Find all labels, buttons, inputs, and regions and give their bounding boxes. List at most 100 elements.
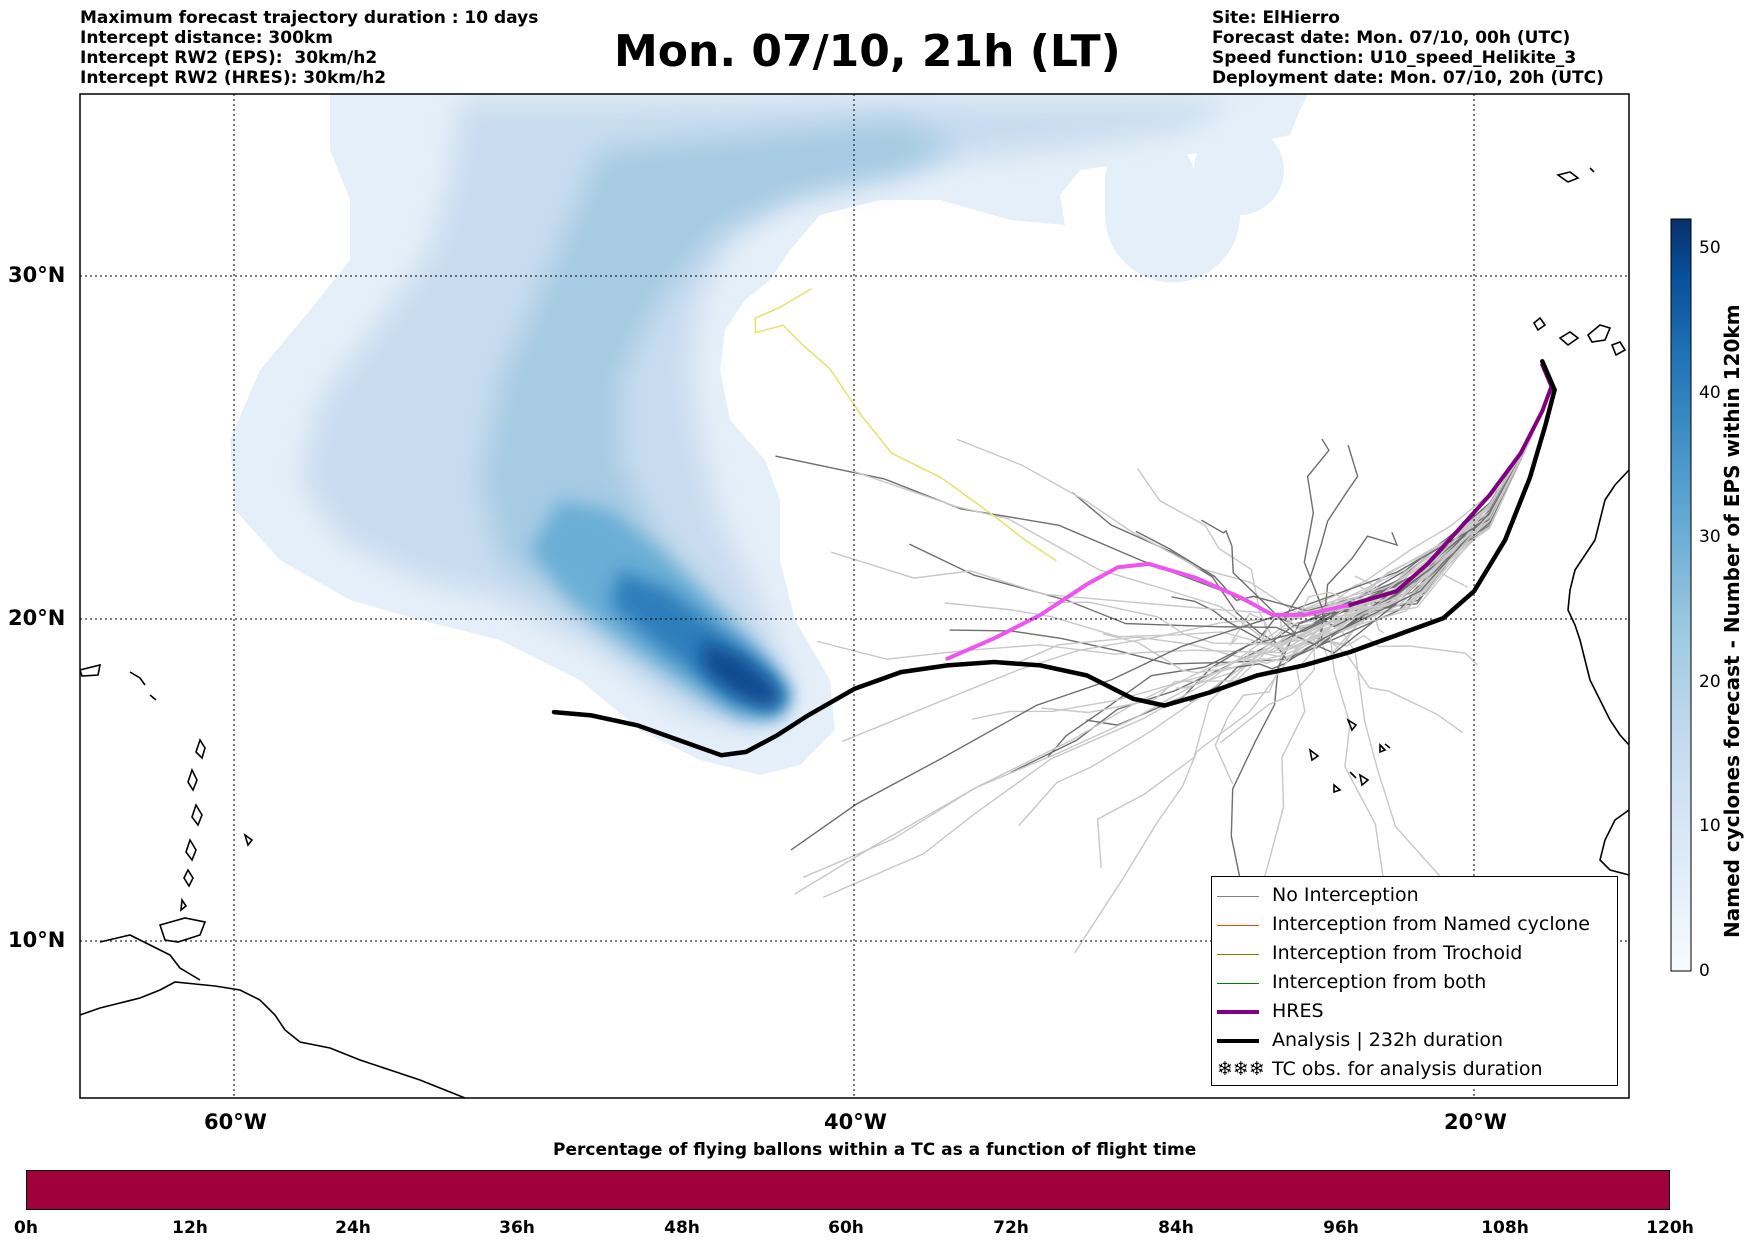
ensemble-trajectories [551,288,1557,961]
flight-time-bar [26,1170,1670,1210]
cyclone-density-field [230,94,1308,775]
timebar-tick: 48h [664,1218,700,1238]
legend-label: Interception from both [1272,971,1487,993]
colorbar-tick: 30 [1699,527,1721,547]
header-line: Intercept RW2 (EPS): 30km/h2 [80,48,378,68]
ensemble-track-no-interception [790,364,1553,851]
lat-label: 20°N [8,606,66,630]
timebar-tick: 24h [335,1218,371,1238]
hres-track-late [1348,362,1554,607]
island-small-1 [243,832,254,847]
legend-label: HRES [1272,1000,1324,1022]
density-level-6 [700,640,782,708]
legend-swatch [1217,983,1259,984]
cape-verde-3 [1358,743,1391,787]
legend-item-tc-obs: ❄❄❄ TC obs. for analysis duration [1212,1056,1617,1085]
trinidad-coast [158,917,207,943]
tc-symbol-icon: ❄❄❄ [1217,1058,1265,1080]
african-coast [1567,469,1629,746]
header-info-left: Maximum forecast trajectory duration : 1… [80,8,538,88]
colorbar-tick: 10 [1699,816,1721,836]
map-frame [79,93,1630,1099]
ensemble-track-no-interception [944,364,1553,651]
puerto-rico-east [80,663,102,677]
header-line: Deployment date: Mon. 07/10, 20h (UTC) [1212,68,1604,88]
header-line: Forecast date: Mon. 07/10, 00h (UTC) [1212,28,1571,48]
header-line: Intercept RW2 (HRES): 30km/h2 [80,68,387,88]
colorbar [1670,218,1692,972]
cape-verde-1 [1346,718,1358,732]
lesser-antilles-2 [187,767,198,792]
canary-islands [1532,316,1627,357]
lesser-antilles-6 [180,897,188,912]
timebar-tick: 108h [1481,1218,1529,1238]
timebar-tick: 36h [499,1218,535,1238]
analysis-track [551,359,1557,758]
ensemble-track-no-interception [1189,364,1553,703]
lesser-antilles-1 [195,738,206,760]
coastlines [80,167,1629,1098]
colorbar-tick: 50 [1699,238,1721,258]
legend-label: No Interception [1272,884,1419,906]
timebar-tick: 96h [1323,1218,1359,1238]
timebar-tick: 0h [14,1218,38,1238]
timebar-title: Percentage of flying ballons within a TC… [553,1140,1197,1160]
hres-track-early [945,561,1353,661]
timebar-tick: 12h [172,1218,208,1238]
legend-item-hres: HRES [1212,998,1617,1027]
lesser-antilles-4 [185,838,197,862]
legend-item-trochoid: Interception from Trochoid [1212,940,1617,969]
cape-verde-2 [1308,743,1387,762]
legend-swatch [1217,925,1259,926]
legend-item-no-interception: No Interception [1212,882,1617,911]
ensemble-track-no-interception [957,364,1553,614]
lesser-antilles-3 [191,803,203,827]
legend-label: Interception from Trochoid [1272,942,1523,964]
legend-swatch [1217,896,1259,897]
ensemble-track-no-interception [823,364,1553,898]
colorbar-tick: 40 [1699,383,1721,403]
legend-item-both: Interception from both [1212,969,1617,998]
african-coast-south [1599,809,1629,876]
ensemble-track-no-interception [816,364,1553,660]
cape-verde-4 [1333,771,1357,794]
header-line: Intercept distance: 300km [80,28,333,48]
legend-label: Analysis | 232h duration [1272,1029,1504,1051]
legend-swatch [1217,1039,1259,1043]
header-line: Speed function: U10_speed_Helikite_3 [1212,48,1577,68]
colorbar-tick: 0 [1699,961,1710,981]
colorbar-tick: 20 [1699,672,1721,692]
madeira [1556,167,1595,183]
colorbar-title: Named cyclones forecast - Number of EPS … [1720,304,1744,938]
lon-label: 60°W [204,1110,267,1134]
header-line: Site: ElHierro [1212,8,1340,28]
lesser-antilles-5 [183,868,194,888]
caribbean-coast [80,981,466,1098]
legend-label: TC obs. for analysis duration [1272,1058,1543,1080]
ensemble-track-yellow [754,288,1057,562]
legend-swatch [1217,954,1259,955]
timebar-tick: 84h [1158,1218,1194,1238]
legend-swatch [1217,1010,1259,1014]
lat-label: 30°N [8,263,66,287]
timebar-tick: 120h [1646,1218,1694,1238]
map-title: Mon. 07/10, 21h (LT) [614,26,1121,77]
ensemble-track-no-interception [794,364,1553,895]
ensemble-track-no-interception [1220,364,1553,743]
timebar-tick: 60h [828,1218,864,1238]
lon-label: 40°W [824,1110,887,1134]
virgin-islands [129,671,157,701]
header-line: Maximum forecast trajectory duration : 1… [80,8,539,28]
ensemble-track-no-interception [1297,364,1553,733]
lat-label: 10°N [8,928,66,952]
legend-item-analysis: Analysis | 232h duration [1212,1027,1617,1056]
legend-label: Interception from Named cyclone [1272,913,1590,935]
density-level-1b [1105,125,1284,283]
legend: No Interception Interception from Named … [1211,876,1618,1086]
lon-label: 20°W [1444,1110,1507,1134]
timebar-tick: 72h [993,1218,1029,1238]
venezuela-coast [99,934,201,981]
legend-item-named-cyclone: Interception from Named cyclone [1212,911,1617,940]
header-info-right: Site: ElHierro Forecast date: Mon. 07/10… [1212,8,1604,88]
